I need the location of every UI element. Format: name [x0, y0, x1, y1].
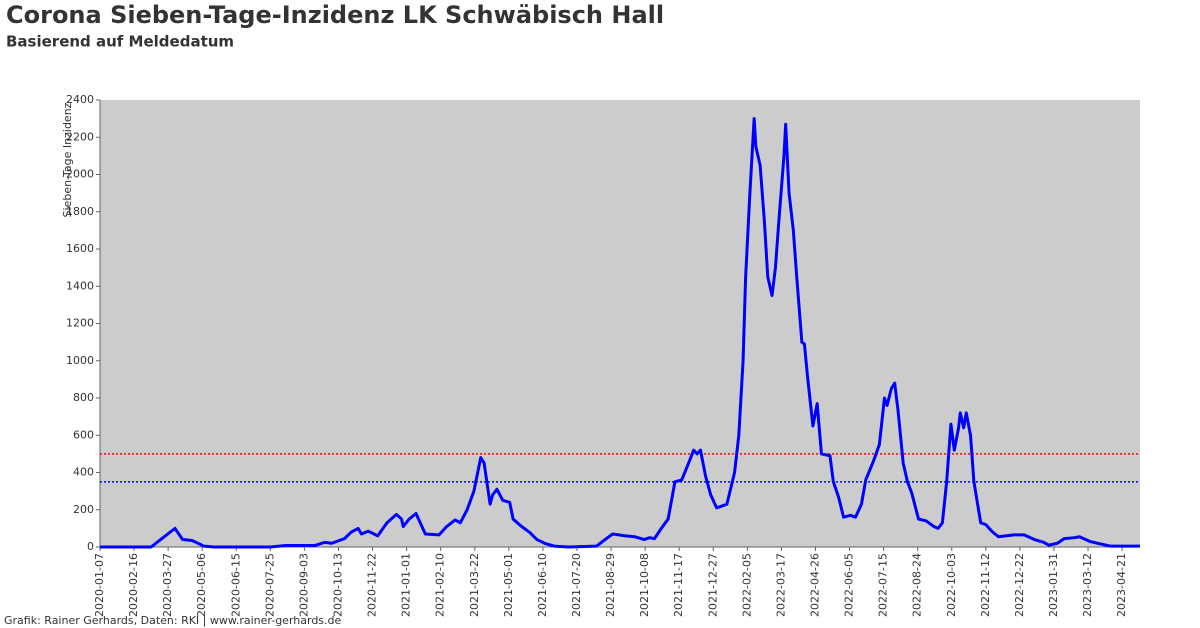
y-tick-label: 1400: [66, 279, 94, 292]
x-tick-label: 2022-02-05: [740, 553, 753, 617]
x-tick-label: 2022-06-05: [843, 553, 856, 617]
x-tick-label: 2021-12-27: [706, 553, 719, 617]
x-tick-label: 2022-11-12: [979, 553, 992, 617]
x-tick-label: 2022-08-24: [911, 553, 924, 617]
x-tick-label: 2023-04-21: [1115, 553, 1128, 617]
y-tick-label: 1600: [66, 242, 94, 255]
x-tick-label: 2022-10-03: [945, 553, 958, 617]
y-tick-label: 2000: [66, 168, 94, 181]
y-tick-label: 1200: [66, 317, 94, 330]
y-tick-label: 200: [73, 503, 94, 516]
data-line: [100, 117, 1140, 549]
x-tick-label: 2021-07-20: [570, 553, 583, 617]
y-tick-label: 0: [87, 540, 94, 553]
x-tick-label: 2020-01-07: [93, 553, 106, 617]
x-tick-label: 2020-11-22: [366, 553, 379, 617]
x-tick-label: 2020-06-15: [229, 553, 242, 617]
y-tick-label: 2200: [66, 130, 94, 143]
x-tick-label: 2020-03-27: [161, 553, 174, 617]
x-tick-label: 2021-05-01: [502, 553, 515, 617]
x-tick-label: 2022-12-22: [1013, 553, 1026, 617]
x-tick-label: 2022-07-15: [877, 553, 890, 617]
x-tick-label: 2021-11-17: [672, 553, 685, 617]
chart-subtitle: Basierend auf Meldedatum: [6, 33, 234, 51]
y-axis-title: Sieben-Tage Inzidenz: [61, 102, 74, 217]
x-tick-label: 2020-07-25: [263, 553, 276, 617]
x-tick-label: 2020-02-16: [127, 553, 140, 617]
x-tick-label: 2021-10-08: [638, 553, 651, 617]
x-tick-label: 2023-01-31: [1047, 553, 1060, 617]
x-tick-label: 2020-05-06: [195, 553, 208, 617]
y-tick-label: 600: [73, 428, 94, 441]
x-tick-label: 2021-01-01: [400, 553, 413, 617]
y-tick-label: 1000: [66, 354, 94, 367]
y-tick-label: 400: [73, 466, 94, 479]
x-tick-label: 2021-08-29: [604, 553, 617, 617]
chart-title: Corona Sieben-Tage-Inzidenz LK Schwäbisc…: [6, 1, 664, 29]
y-tick-label: 2400: [66, 93, 94, 106]
y-tick-label: 1800: [66, 205, 94, 218]
x-tick-label: 2021-02-10: [434, 553, 447, 617]
x-tick-label: 2023-03-12: [1081, 553, 1094, 617]
y-tick-label: 800: [73, 391, 94, 404]
x-tick-label: 2020-10-13: [331, 553, 344, 617]
x-tick-label: 2022-03-17: [774, 553, 787, 617]
x-tick-label: 2022-04-26: [808, 553, 821, 617]
x-tick-label: 2021-06-10: [536, 553, 549, 617]
x-tick-label: 2021-03-22: [468, 553, 481, 617]
plot-area: [100, 100, 1140, 547]
x-tick-label: 2020-09-03: [297, 553, 310, 617]
footer: Grafik: Rainer Gerhards, Daten: RKI | ww…: [4, 614, 342, 627]
